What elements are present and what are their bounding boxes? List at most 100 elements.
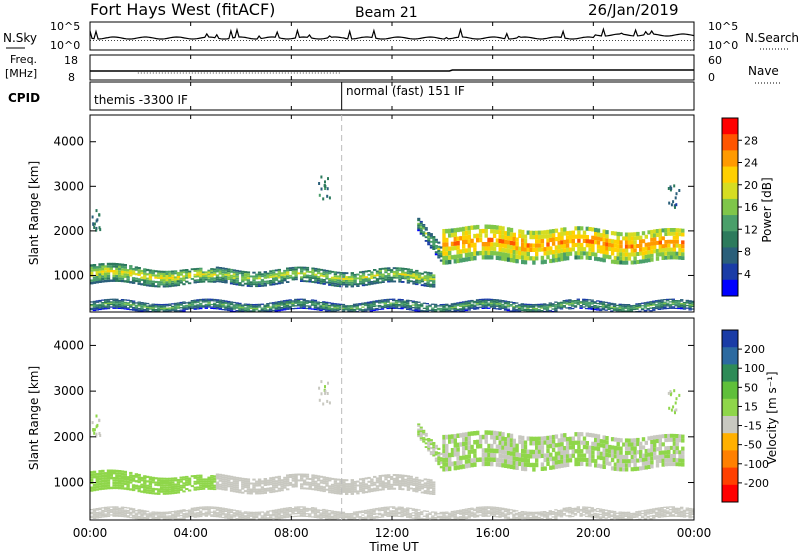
data-cell [339,275,343,278]
data-cell [235,478,239,481]
data-cell [448,466,452,472]
data-cell [333,303,337,305]
data-cell [415,277,419,280]
data-cell [372,303,376,305]
data-cell [322,271,326,274]
data-cell [350,307,354,309]
data-cell [427,438,431,440]
data-cell [398,476,402,479]
data-cell [207,482,211,485]
data-cell [185,512,189,514]
data-cell [336,516,340,518]
data-cell [560,252,564,257]
data-cell [221,269,225,272]
cpid-label: CPID [8,91,40,105]
data-cell [266,282,270,285]
station-title: Fort Hays West (fitACF) [90,0,275,19]
data-cell [280,300,284,302]
data-cell [131,279,136,282]
data-cell [644,461,648,466]
data-cell [573,305,578,307]
data-cell [591,235,595,240]
data-cell [596,451,601,456]
power-colorbar-label: Power [dB] [760,177,774,242]
data-cell [269,491,273,494]
data-cell [456,236,460,241]
data-cell [622,252,626,257]
data-cell [551,233,556,238]
data-cell [90,513,94,515]
data-cell [412,282,416,285]
data-cell [313,304,318,307]
data-cell [629,305,634,307]
data-cell [598,300,603,303]
data-cell [540,307,544,309]
data-cell [356,285,360,287]
data-cell [532,235,536,240]
data-cell [232,484,237,487]
data-cell [187,477,192,480]
data-cell [417,435,421,438]
data-cell [464,226,469,231]
data-cell [182,275,186,278]
data-cell [255,275,259,278]
data-cell [462,240,466,245]
data-cell [106,510,111,512]
data-cell [120,268,125,271]
data-cell [554,249,559,254]
data-cell [644,258,648,263]
data-cell [221,299,225,302]
data-cell [608,461,612,466]
data-cell [90,266,94,270]
data-cell [426,271,430,274]
data-cell [487,299,491,302]
data-cell [322,273,326,276]
data-cell [104,487,108,490]
data-cell [341,306,346,308]
data-cell [650,444,654,449]
data-cell [187,305,192,307]
data-cell [546,246,550,251]
data-cell [605,234,609,239]
data-cell [305,276,310,279]
data-cell [98,278,102,281]
data-cell [227,508,231,510]
data-cell [560,433,564,438]
data-cell [129,274,133,277]
data-cell [650,257,654,262]
data-cell [437,463,441,466]
data-cell [106,513,111,515]
data-cell [565,299,569,301]
data-cell [151,476,155,479]
data-cell [310,507,315,509]
data-cell [432,483,436,486]
data-cell [165,511,169,513]
data-cell [336,492,340,495]
data-cell [333,277,338,279]
data-cell [367,490,371,493]
data-cell [495,238,500,243]
data-cell [285,299,290,301]
data-cell [498,247,502,252]
data-cell [344,514,348,516]
data-cell [580,251,584,256]
data-cell [204,484,208,486]
data-cell [420,483,425,486]
data-cell [232,509,236,511]
data-cell [193,516,197,518]
data-cell [490,457,494,462]
data-cell [98,268,102,271]
data-cell [459,227,463,232]
data-cell [658,438,662,443]
data-cell [571,300,575,302]
data-cell [450,448,455,453]
data-cell [106,484,111,487]
data-cell [478,233,483,238]
data-cell [229,517,234,519]
data-cell [129,272,133,275]
data-cell [336,281,340,284]
data-cell [151,304,155,307]
data-cell [576,302,580,304]
data-cell [619,463,623,468]
